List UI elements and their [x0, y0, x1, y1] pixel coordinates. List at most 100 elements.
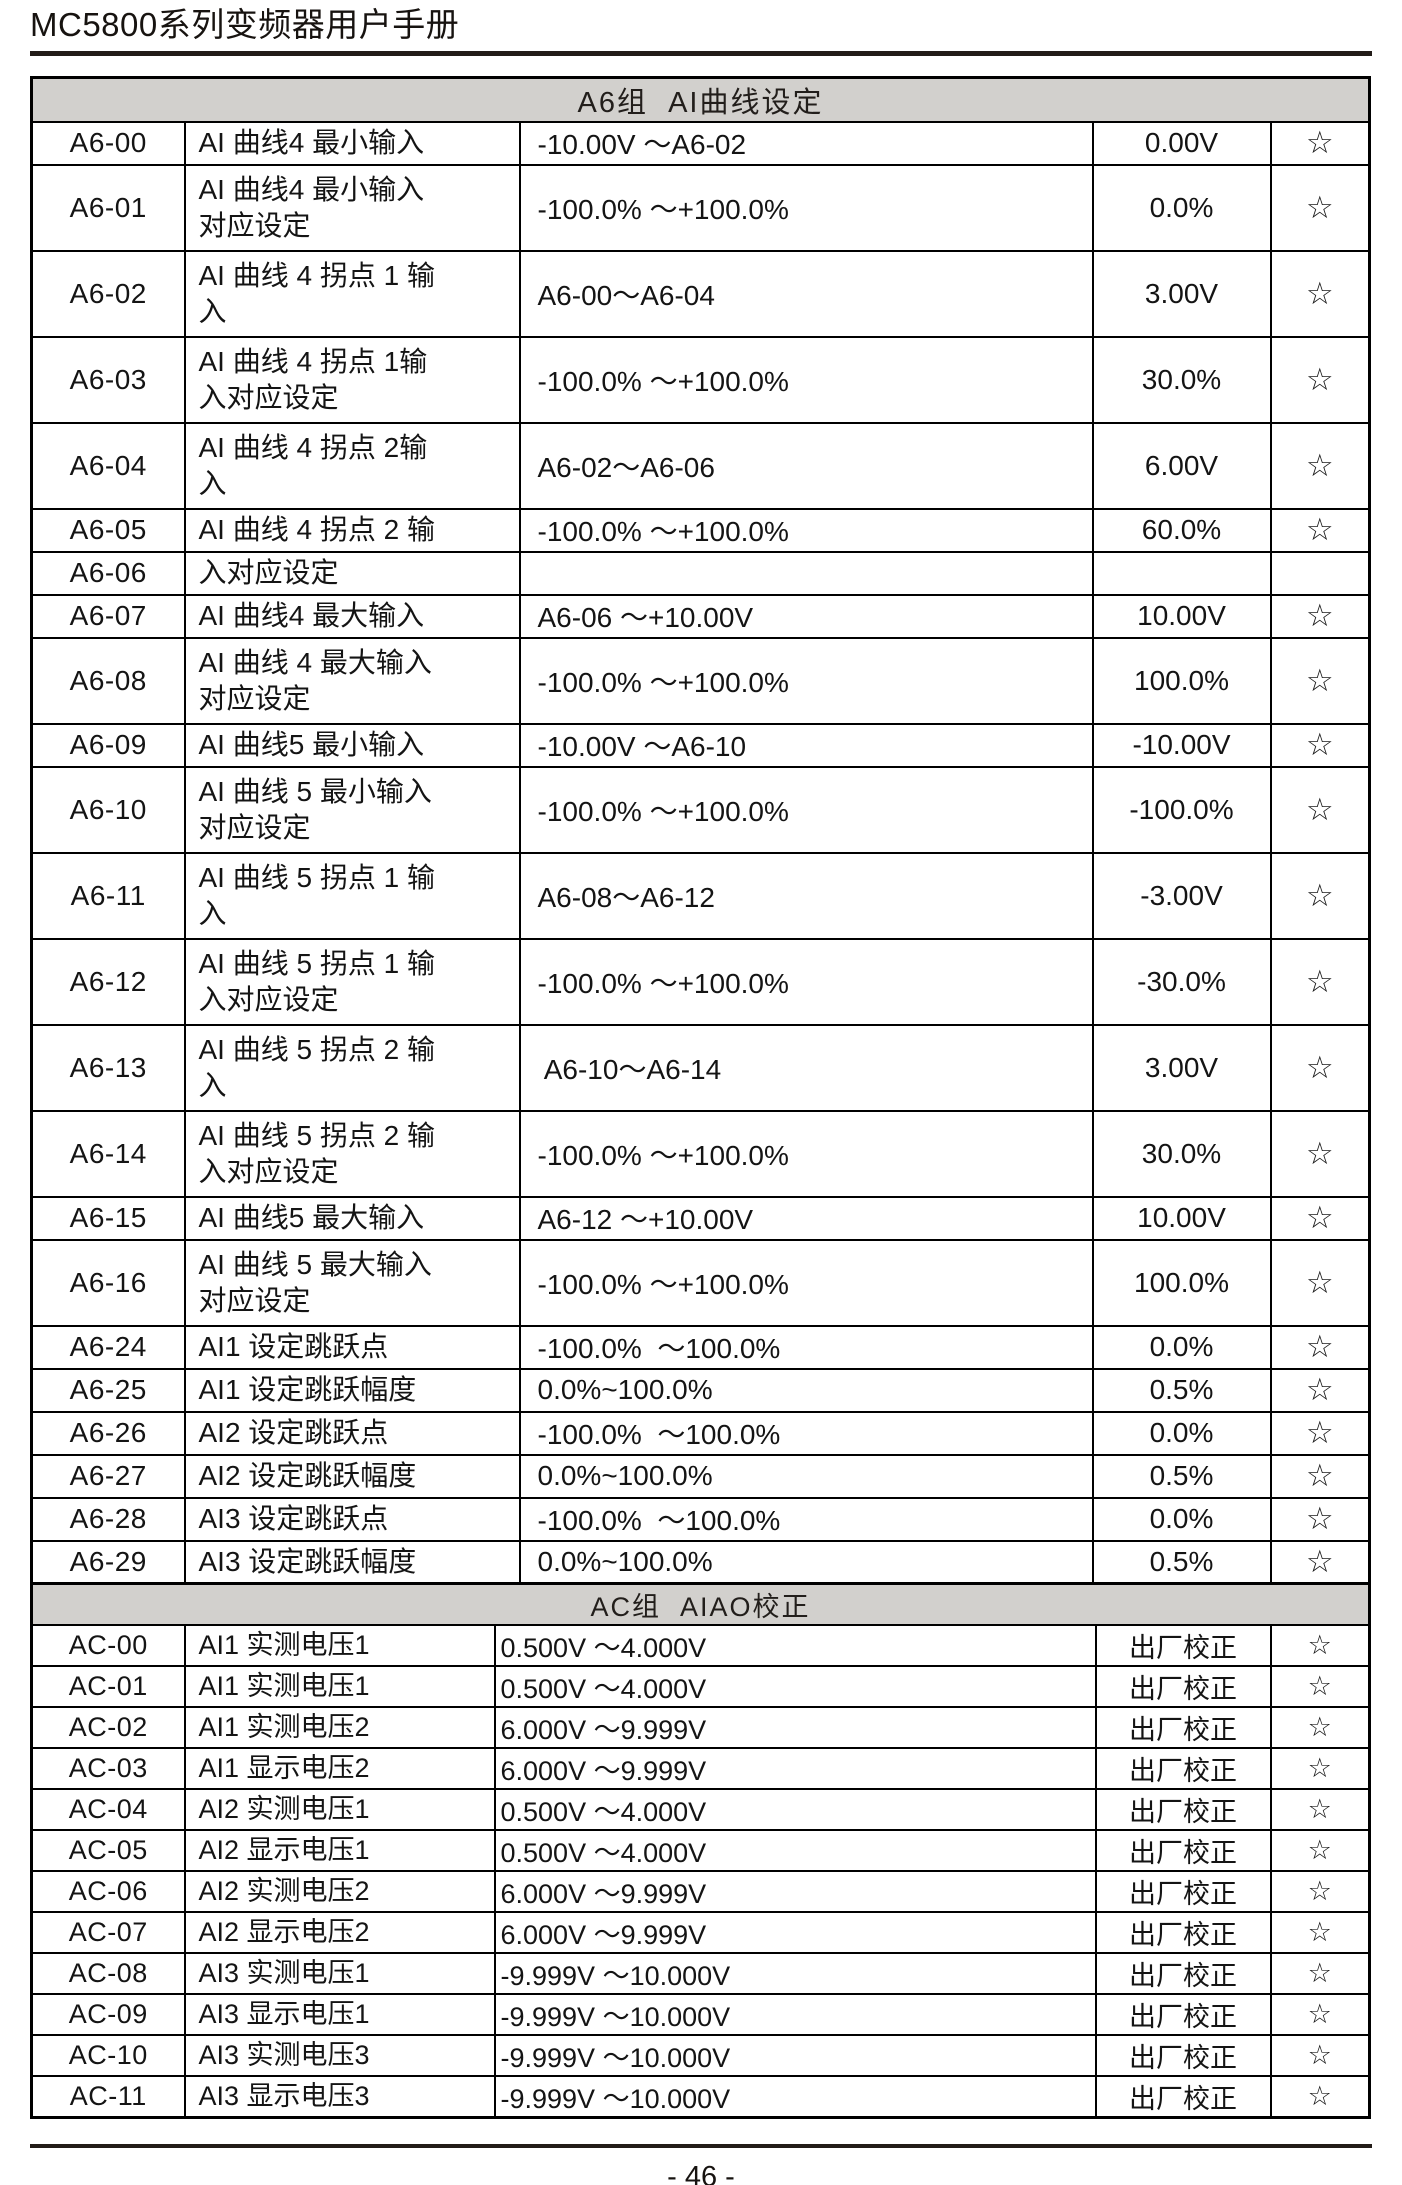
param-default-cell: 0.0% — [1091, 1324, 1272, 1370]
star-icon: ☆ — [1305, 877, 1334, 913]
star-cell: ☆ — [1269, 163, 1371, 252]
param-default-cell: 出厂校正 — [1094, 2034, 1272, 2078]
param-row-A6-24: A6-24 AI1 设定跳跃点 -100.0% ～100.0% 0.0% ☆ — [30, 1324, 1371, 1370]
param-name-cell: 入对应设定 — [183, 550, 521, 596]
star-icon: ☆ — [1307, 2040, 1332, 2071]
param-default-cell: 0.00V — [1091, 120, 1272, 166]
param-name-cell: AI 曲线 4 拐点 2输 入 — [183, 421, 521, 510]
param-default-cell: 出厂校正 — [1094, 1993, 1272, 2037]
param-name-cell: AI 曲线4 最小输入 对应设定 — [183, 163, 521, 252]
param-row-AC-06: AC-06 AI2 实测电压2 6.000V ～9.999V 出厂校正 ☆ — [30, 1870, 1371, 1914]
param-default-cell: 出厂校正 — [1094, 1911, 1272, 1955]
section-header-row: A6组 AI曲线设定 — [30, 76, 1371, 123]
param-default-cell: -10.00V — [1091, 722, 1272, 768]
star-icon: ☆ — [1307, 1794, 1332, 1825]
param-name-cell: AI 曲线 5 最大输入 对应设定 — [183, 1238, 521, 1327]
param-row-A6-01: A6-01 AI 曲线4 最小输入 对应设定 -100.0% ～+100.0% 0.0… — [30, 163, 1371, 252]
param-name-cell: AI2 显示电压1 — [183, 1829, 496, 1873]
param-code-cell: A6-05 — [30, 507, 186, 553]
param-name-cell: AI 曲线 5 拐点 1 输 入 — [183, 851, 521, 940]
param-row-AC-02: AC-02 AI1 实测电压2 6.000V ～9.999V 出厂校正 ☆ — [30, 1706, 1371, 1750]
star-cell: ☆ — [1269, 120, 1371, 166]
param-range-cell: -100.0% ～+100.0% — [518, 507, 1094, 553]
param-code-cell: A6-02 — [30, 249, 186, 338]
star-icon: ☆ — [1305, 125, 1334, 161]
star-icon: ☆ — [1305, 1415, 1334, 1451]
param-name-cell: AI 曲线 4 最大输入 对应设定 — [183, 636, 521, 725]
param-name-cell: AI1 设定跳跃点 — [183, 1324, 521, 1370]
param-table-a6: A6组 AI曲线设定 A6-00 AI 曲线4 最小输入 -10.00V ～A6-02… — [30, 75, 1372, 1586]
param-range-cell: 0.500V ～4.000V — [493, 1829, 1097, 1873]
param-row-A6-05: A6-05 AI 曲线 4 拐点 2 输 -100.0% ～+100.0% 60.0%… — [30, 507, 1371, 553]
param-range-cell: -100.0% ～+100.0% — [518, 335, 1094, 424]
param-row-A6-02: A6-02 AI 曲线 4 拐点 1 输 入 A6-00～A6-04 3.00V ☆ — [30, 249, 1371, 338]
param-default-cell: 30.0% — [1091, 1109, 1272, 1198]
param-range-cell: -100.0% ～100.0% — [518, 1324, 1094, 1370]
param-range-cell: A6-02～A6-06 — [518, 421, 1094, 510]
param-name-cell: AI3 设定跳跃幅度 — [183, 1539, 521, 1585]
param-row-A6-08: A6-08 AI 曲线 4 最大输入 对应设定 -100.0% ～+100.0% 10… — [30, 636, 1371, 725]
param-name-cell: AI 曲线5 最大输入 — [183, 1195, 521, 1241]
star-cell: ☆ — [1269, 1788, 1371, 1832]
star-icon: ☆ — [1307, 1630, 1332, 1661]
param-code-cell: AC-03 — [30, 1747, 186, 1791]
param-row-AC-03: AC-03 AI1 显示电压2 6.000V ～9.999V 出厂校正 ☆ — [30, 1747, 1371, 1791]
star-cell: ☆ — [1269, 1410, 1371, 1456]
param-name-cell: AI1 实测电压1 — [183, 1665, 496, 1709]
param-default-cell: 60.0% — [1091, 507, 1272, 553]
star-cell: ☆ — [1269, 722, 1371, 768]
param-code-cell: A6-01 — [30, 163, 186, 252]
star-icon: ☆ — [1307, 1835, 1332, 1866]
param-name-cell: AI1 显示电压2 — [183, 1747, 496, 1791]
param-range-cell: A6-10～A6-14 — [518, 1023, 1094, 1112]
param-code-cell: AC-09 — [30, 1993, 186, 2037]
param-row-AC-00: AC-00 AI1 实测电压1 0.500V ～4.000V 出厂校正 ☆ — [30, 1624, 1371, 1668]
star-cell: ☆ — [1269, 1195, 1371, 1241]
param-range-cell: 6.000V ～9.999V — [493, 1870, 1097, 1914]
param-row-AC-11: AC-11 AI3 显示电压3 -9.999V ～10.000V 出厂校正 ☆ — [30, 2075, 1371, 2119]
star-icon: ☆ — [1305, 512, 1334, 548]
param-row-A6-29: A6-29 AI3 设定跳跃幅度 0.0%~100.0% 0.5% ☆ — [30, 1539, 1371, 1585]
star-cell: ☆ — [1269, 421, 1371, 510]
star-cell: ☆ — [1269, 765, 1371, 854]
param-code-cell: A6-27 — [30, 1453, 186, 1499]
star-icon: ☆ — [1305, 963, 1334, 999]
param-code-cell: AC-00 — [30, 1624, 186, 1668]
star-cell: ☆ — [1269, 1624, 1371, 1668]
section-title: A6组 AI曲线设定 — [30, 76, 1371, 123]
param-row-A6-27: A6-27 AI2 设定跳跃幅度 0.0%~100.0% 0.5% ☆ — [30, 1453, 1371, 1499]
param-name-cell: AI 曲线4 最大输入 — [183, 593, 521, 639]
param-table-ac: AC组 AIAO校正 AC-00 AI1 实测电压1 0.500V ～4.000V 出厂… — [30, 1582, 1372, 2120]
param-default-cell: 100.0% — [1091, 1238, 1272, 1327]
header-rule — [30, 50, 1372, 56]
param-range-cell: -100.0% ～+100.0% — [518, 163, 1094, 252]
param-code-cell: AC-10 — [30, 2034, 186, 2078]
param-range-cell: -10.00V ～A6-10 — [518, 722, 1094, 768]
param-default-cell: 0.0% — [1091, 1410, 1272, 1456]
star-icon: ☆ — [1305, 361, 1334, 397]
param-code-cell: A6-07 — [30, 593, 186, 639]
param-name-cell: AI2 设定跳跃幅度 — [183, 1453, 521, 1499]
star-cell: ☆ — [1269, 636, 1371, 725]
param-row-A6-12: A6-12 AI 曲线 5 拐点 1 输 入对应设定 -100.0% ～+100.0… — [30, 937, 1371, 1026]
star-icon: ☆ — [1305, 1200, 1334, 1236]
param-row-A6-15: A6-15 AI 曲线5 最大输入 A6-12 ～+10.00V 10.00V ☆ — [30, 1195, 1371, 1241]
param-row-A6-13: A6-13 AI 曲线 5 拐点 2 输 入 A6-10～A6-14 3.00V ☆ — [30, 1023, 1371, 1112]
param-row-A6-04: A6-04 AI 曲线 4 拐点 2输 入 A6-02～A6-06 6.00V ☆ — [30, 421, 1371, 510]
star-cell: ☆ — [1269, 851, 1371, 940]
param-range-cell: 6.000V ～9.999V — [493, 1747, 1097, 1791]
param-name-cell: AI 曲线 5 拐点 2 输 入 — [183, 1023, 521, 1112]
param-name-cell: AI 曲线 4 拐点 2 输 — [183, 507, 521, 553]
star-icon: ☆ — [1307, 1958, 1332, 1989]
star-icon: ☆ — [1305, 662, 1334, 698]
param-name-cell: AI 曲线 4 拐点 1输 入对应设定 — [183, 335, 521, 424]
param-row-A6-25: A6-25 AI1 设定跳跃幅度 0.0%~100.0% 0.5% ☆ — [30, 1367, 1371, 1413]
param-default-cell: 3.00V — [1091, 1023, 1272, 1112]
param-code-cell: A6-16 — [30, 1238, 186, 1327]
param-code-cell: A6-11 — [30, 851, 186, 940]
star-icon: ☆ — [1305, 791, 1334, 827]
param-code-cell: A6-13 — [30, 1023, 186, 1112]
param-row-A6-28: A6-28 AI3 设定跳跃点 -100.0% ～100.0% 0.0% ☆ — [30, 1496, 1371, 1542]
param-name-cell: AI2 设定跳跃点 — [183, 1410, 521, 1456]
star-icon: ☆ — [1305, 1372, 1334, 1408]
